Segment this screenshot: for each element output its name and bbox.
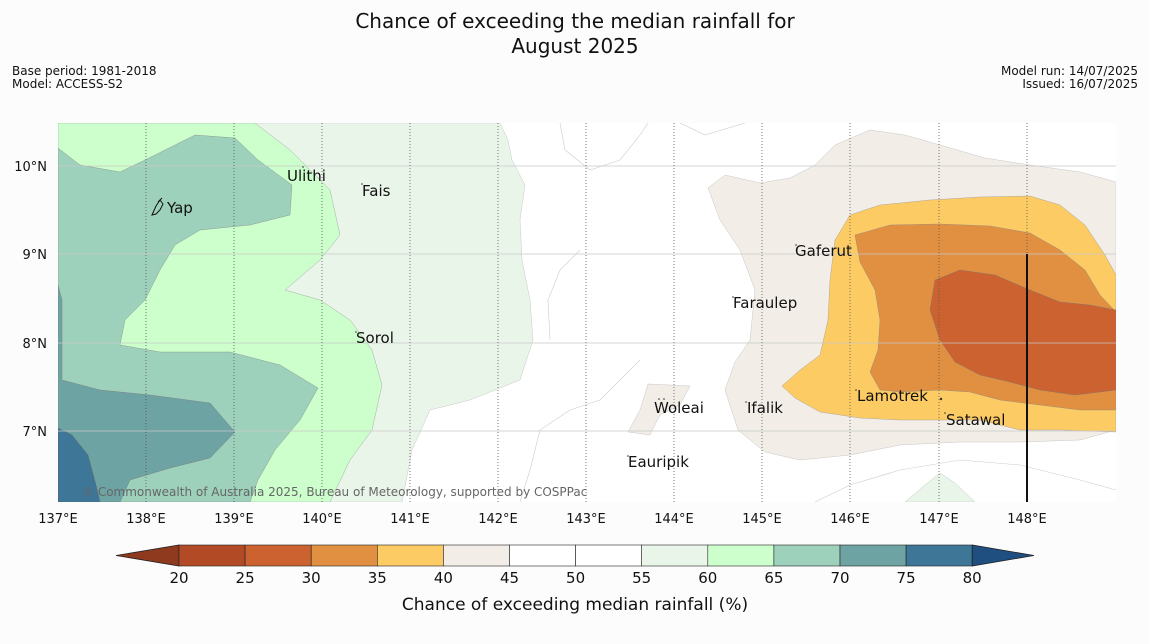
contour-40-45-woleai (627, 383, 691, 436)
copyright-notice: © Commonwealth of Australia 2025, Bureau… (82, 485, 587, 499)
contour-line-southeast (814, 459, 1116, 502)
colorbar-segment (376, 544, 444, 567)
colorbar-tick-label: 60 (698, 569, 717, 587)
colorbar-segment (707, 544, 775, 567)
lon-tick: 144°E (654, 512, 694, 527)
lon-tick: 146°E (830, 512, 870, 527)
contour-line-50-east (679, 123, 746, 136)
colorbar-segment (310, 544, 378, 567)
colorbar-tick-label: 30 (302, 569, 321, 587)
lon-tick: 137°E (38, 512, 78, 527)
colorbar-tick-label: 40 (434, 569, 453, 587)
colorbar-tick-label: 50 (566, 569, 585, 587)
longitude-labels: 137°E 138°E 139°E 140°E 141°E 142°E 143°… (38, 512, 1047, 527)
contour-75-80 (58, 427, 101, 502)
colorbar: 20 25 30 35 40 45 50 55 60 65 70 75 80 (115, 544, 1035, 587)
yap-island-icon (151, 197, 164, 216)
place-label: Satawal (946, 411, 1005, 429)
lon-tick: 139°E (214, 512, 254, 527)
colorbar-segment (244, 544, 312, 567)
lon-tick: 140°E (302, 512, 342, 527)
colorbar-tick-label: 35 (368, 569, 387, 587)
contour-70-75 (58, 284, 236, 502)
meta-left: Base period: 1981-2018 Model: ACCESS-S2 (12, 65, 157, 91)
colorbar-segment (178, 544, 246, 567)
place-label: Lamotrek (857, 387, 928, 405)
title-line-1: Chance of exceeding the median rainfall … (355, 9, 795, 33)
contour-line-50-west (547, 249, 581, 341)
colorbar-segment (575, 544, 642, 567)
colorbar-tick-label: 65 (764, 569, 783, 587)
place-label: Yap (166, 199, 193, 217)
lon-tick: 148°E (1007, 512, 1047, 527)
place-label: Gaferut (795, 242, 852, 260)
lon-tick: 143°E (566, 512, 606, 527)
place-labels: Ulithi Fais Yap Sorol Gaferut Faraulep W… (166, 167, 1005, 471)
contour-25-30 (929, 269, 1116, 396)
model-name: Model: ACCESS-S2 (12, 77, 124, 91)
colorbar-segment (773, 544, 841, 567)
contour-line-50 (559, 123, 649, 171)
colorbar-tick-label: 70 (830, 569, 849, 587)
issued-date: Issued: 16/07/2025 (1022, 77, 1138, 91)
lat-tick: 7°N (23, 425, 48, 440)
contour-55-60-south (904, 472, 976, 502)
title-line-2: August 2025 (511, 34, 639, 58)
place-label: Sorol (356, 329, 394, 347)
colorbar-segment (509, 544, 576, 567)
contour-line-south (519, 359, 641, 502)
lon-tick: 147°E (919, 512, 959, 527)
colorbar-tick-label: 55 (632, 569, 651, 587)
colorbar-tick-label: 25 (236, 569, 255, 587)
place-label: Faraulep (733, 294, 797, 312)
base-period: Base period: 1981-2018 (12, 64, 157, 78)
place-label: Ulithi (287, 167, 326, 185)
colorbar-extend-low (115, 544, 180, 567)
colorbar-segment (839, 544, 907, 567)
colorbar-tick-label: 80 (963, 569, 982, 587)
lon-tick: 142°E (478, 512, 518, 527)
colorbar-segment (443, 544, 510, 567)
lon-tick: 138°E (126, 512, 166, 527)
place-label: Woleai (654, 399, 704, 417)
colorbar-extend-high (971, 544, 1035, 567)
colorbar-segment (905, 544, 973, 567)
latitude-labels: 10°N 9°N 8°N 7°N (14, 160, 47, 440)
colorbar-tick-label: 45 (500, 569, 519, 587)
lat-tick: 8°N (23, 337, 48, 352)
colorbar-tick-label: 20 (169, 569, 188, 587)
colorbar-tick-label: 75 (897, 569, 916, 587)
meta-right: Model run: 14/07/2025 Issued: 16/07/2025 (1001, 65, 1138, 91)
place-label: Fais (362, 182, 391, 200)
lat-tick: 10°N (14, 160, 47, 175)
place-label: Ifalik (747, 399, 783, 417)
lon-tick: 145°E (742, 512, 782, 527)
lon-tick: 141°E (390, 512, 430, 527)
lat-tick: 9°N (23, 248, 48, 263)
island-markers (302, 166, 946, 457)
model-run: Model run: 14/07/2025 (1000, 64, 1138, 78)
map-title: Chance of exceeding the median rainfall … (0, 9, 1150, 59)
place-label: Eauripik (628, 453, 689, 471)
colorbar-segment (641, 544, 709, 567)
rainfall-contours (58, 123, 1116, 502)
colorbar-title: Chance of exceeding median rainfall (%) (402, 595, 748, 615)
